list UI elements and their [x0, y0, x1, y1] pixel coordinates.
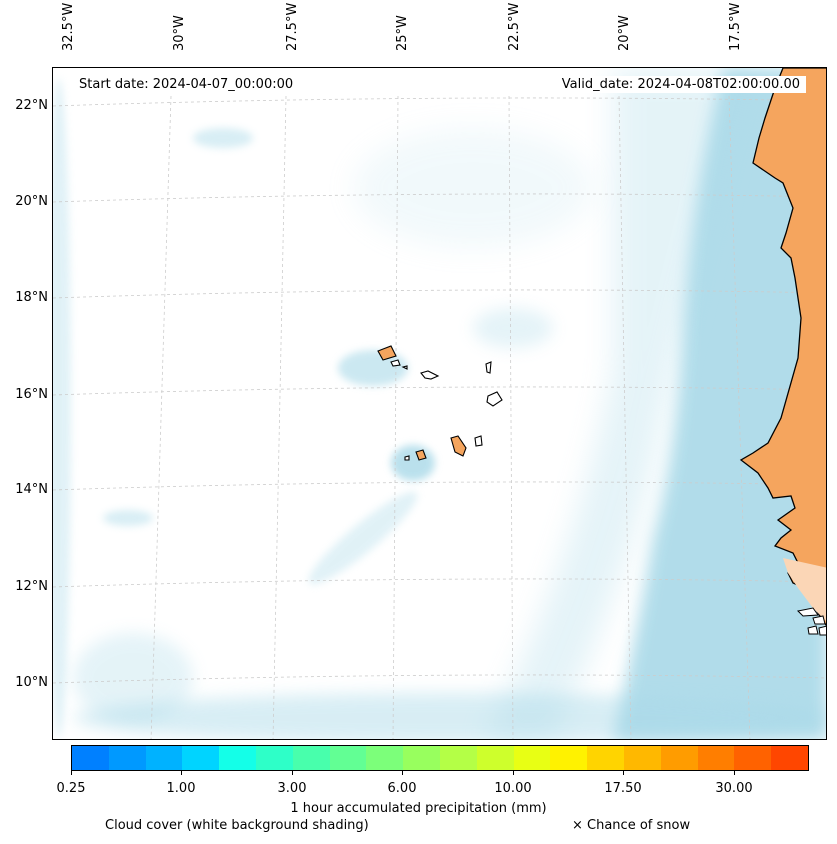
colorbar-swatch-3 [182, 746, 220, 770]
colorbar-swatch-13 [550, 746, 588, 770]
colorbar-swatch-18 [734, 746, 772, 770]
colorbar-title: 1 hour accumulated precipitation (mm) [290, 801, 547, 816]
island-fogo [415, 449, 427, 461]
valid-date-label: Valid_date: 2024-04-08T02:00:00.00 [555, 76, 806, 93]
lon-label-27-5w: 27.5°W [285, 2, 300, 51]
colorbar-swatch-0 [72, 746, 109, 770]
lon-label-32-5w: 32.5°W [61, 2, 76, 51]
colorbar-tick-label-0-25: 0.25 [56, 781, 86, 796]
lat-label-22n: 22°N [15, 98, 48, 113]
colorbar-swatch-6 [292, 746, 330, 770]
guinea-bissau-coast-light [783, 558, 826, 621]
colorbar-tick-3-00 [292, 771, 293, 775]
lon-label-20w: 20°W [617, 15, 632, 51]
lon-label-30w: 30°W [172, 15, 187, 51]
island-brava [404, 455, 410, 461]
lon-label-17-5w: 17.5°W [728, 2, 743, 51]
lat-label-12n: 12°N [15, 579, 48, 594]
cloud-coastal-band [613, 68, 826, 739]
lon-label-22-5w: 22.5°W [507, 2, 522, 51]
colorbar-swatch-16 [660, 746, 698, 770]
island-sao-vicente [390, 359, 401, 367]
colorbar-swatch-15 [623, 746, 661, 770]
precipitation-colorbar [71, 745, 809, 771]
gridline-lon-27-5w [272, 95, 287, 739]
island-santa-luzia [401, 365, 408, 370]
cloud-coastal-haze [484, 68, 753, 739]
colorbar-swatch-4 [219, 746, 256, 770]
cloud-south-islands [391, 445, 435, 481]
colorbar-swatch-17 [697, 746, 735, 770]
cloud-north-islands [338, 350, 408, 386]
island-santo-antao [377, 345, 397, 361]
colorbar-tick-label-3-00: 3.00 [277, 781, 307, 796]
bijagos-islands [796, 607, 826, 636]
cloud-central-haze [353, 128, 593, 248]
lat-label-20n: 20°N [15, 194, 48, 209]
map-canvas [53, 68, 826, 739]
west-africa-landmass [739, 68, 826, 627]
start-date-label: Start date: 2024-04-07_00:00:00 [73, 76, 300, 93]
colorbar-tick-0-25 [71, 771, 72, 775]
cloud-left-mid-patch [103, 510, 153, 526]
lon-label-25w: 25°W [395, 15, 410, 51]
colorbar-swatch-14 [587, 746, 624, 770]
island-sal [485, 361, 492, 374]
cloud-cover-layer [53, 68, 826, 739]
colorbar-tick-10-00 [513, 771, 514, 775]
colorbar-swatch-8 [366, 746, 404, 770]
cloud-bottom-strip [73, 693, 826, 739]
colorbar-swatch-1 [108, 746, 146, 770]
colorbar-tick-label-10-00: 10.00 [494, 781, 532, 796]
colorbar-swatch-5 [255, 746, 293, 770]
map-panel: Start date: 2024-04-07_00:00:00 Valid_da… [52, 67, 827, 740]
colorbar-tick-1-00 [181, 771, 182, 775]
island-maio [474, 435, 483, 447]
colorbar-tick-label-30-00: 30.00 [715, 781, 753, 796]
colorbar-tick-30-00 [734, 771, 735, 775]
island-santiago [450, 435, 467, 457]
snow-legend: × Chance of snow [572, 818, 691, 833]
colorbar-tick-label-1-00: 1.00 [166, 781, 196, 796]
cloud-left-edge-strip [53, 78, 71, 738]
lat-label-10n: 10°N [15, 675, 48, 690]
colorbar-swatch-7 [329, 746, 367, 770]
colorbar-tick-6-00 [402, 771, 403, 775]
cloud-east-patch [473, 308, 553, 348]
lat-label-18n: 18°N [15, 290, 48, 305]
cloud-nw-patch [193, 128, 253, 148]
island-boa-vista [486, 391, 503, 407]
colorbar-swatch-19 [771, 746, 808, 770]
colorbar-swatch-12 [513, 746, 551, 770]
colorbar-swatch-11 [476, 746, 514, 770]
colorbar-tick-label-17-50: 17.50 [604, 781, 642, 796]
lat-label-16n: 16°N [15, 387, 48, 402]
cloud-sw-streak [308, 491, 418, 585]
island-sao-nicolau [420, 370, 440, 380]
cape-verde-islands [377, 345, 503, 461]
colorbar-tick-17-50 [623, 771, 624, 775]
cloud-bottom-left-patch [73, 633, 193, 723]
colorbar-swatch-10 [439, 746, 477, 770]
cloud-cover-legend: Cloud cover (white background shading) [105, 818, 369, 833]
colorbar-swatch-2 [145, 746, 183, 770]
colorbar-tick-label-6-00: 6.00 [387, 781, 417, 796]
lat-label-14n: 14°N [15, 482, 48, 497]
colorbar-swatch-9 [403, 746, 440, 770]
